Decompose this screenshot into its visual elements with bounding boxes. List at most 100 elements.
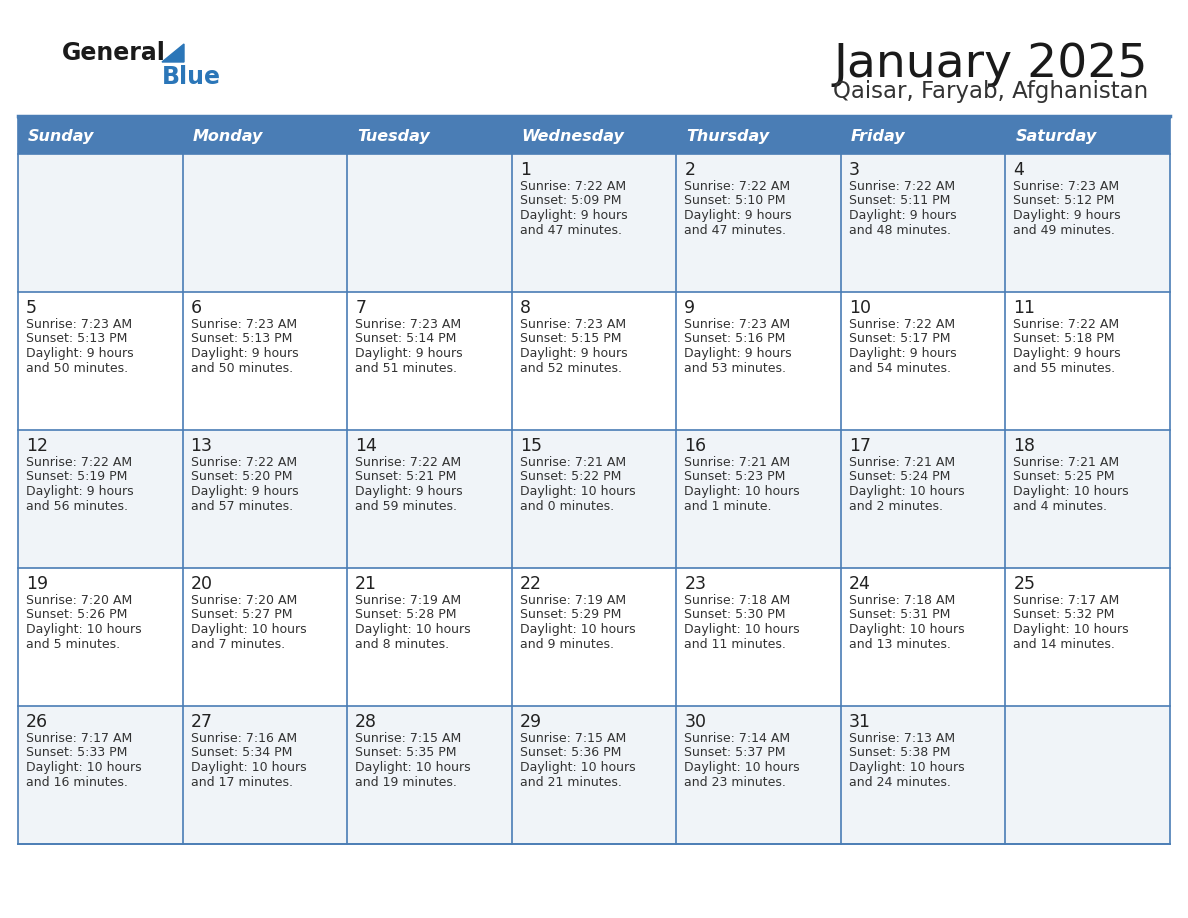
Text: Daylight: 9 hours: Daylight: 9 hours [26, 485, 133, 498]
Text: and 50 minutes.: and 50 minutes. [26, 362, 128, 375]
Text: Sunset: 5:23 PM: Sunset: 5:23 PM [684, 471, 785, 484]
Text: 26: 26 [26, 713, 49, 731]
Text: 29: 29 [519, 713, 542, 731]
Bar [1005, 118, 1170, 154]
Text: 23: 23 [684, 575, 707, 593]
Text: Sunset: 5:31 PM: Sunset: 5:31 PM [849, 609, 950, 621]
Text: and 7 minutes.: and 7 minutes. [190, 637, 285, 651]
Text: Daylight: 10 hours: Daylight: 10 hours [190, 623, 307, 636]
Text: 12: 12 [26, 437, 48, 455]
Text: 11: 11 [1013, 299, 1036, 317]
Bar [18, 706, 1170, 844]
Text: Sunset: 5:14 PM: Sunset: 5:14 PM [355, 332, 456, 345]
Bar [18, 154, 1170, 292]
Text: Sunrise: 7:18 AM: Sunrise: 7:18 AM [684, 594, 790, 607]
Text: Sunset: 5:19 PM: Sunset: 5:19 PM [26, 471, 127, 484]
Text: and 47 minutes.: and 47 minutes. [684, 223, 786, 237]
Text: Sunrise: 7:22 AM: Sunrise: 7:22 AM [355, 456, 461, 469]
Text: Daylight: 10 hours: Daylight: 10 hours [1013, 623, 1129, 636]
Text: Wednesday: Wednesday [522, 129, 625, 143]
Text: and 5 minutes.: and 5 minutes. [26, 637, 120, 651]
Text: Daylight: 10 hours: Daylight: 10 hours [684, 623, 800, 636]
Text: Sunrise: 7:22 AM: Sunrise: 7:22 AM [849, 318, 955, 331]
Text: 6: 6 [190, 299, 202, 317]
Text: Daylight: 10 hours: Daylight: 10 hours [355, 623, 470, 636]
Text: Daylight: 9 hours: Daylight: 9 hours [1013, 347, 1121, 360]
Text: and 13 minutes.: and 13 minutes. [849, 637, 950, 651]
Text: 2: 2 [684, 161, 695, 179]
Text: 22: 22 [519, 575, 542, 593]
Text: and 53 minutes.: and 53 minutes. [684, 362, 786, 375]
Text: Sunset: 5:26 PM: Sunset: 5:26 PM [26, 609, 127, 621]
Text: Sunset: 5:13 PM: Sunset: 5:13 PM [26, 332, 127, 345]
Text: Daylight: 10 hours: Daylight: 10 hours [849, 761, 965, 774]
Text: Daylight: 9 hours: Daylight: 9 hours [355, 485, 463, 498]
Text: Daylight: 9 hours: Daylight: 9 hours [26, 347, 133, 360]
Bar [18, 292, 1170, 430]
Text: Sunrise: 7:23 AM: Sunrise: 7:23 AM [684, 318, 790, 331]
Text: January 2025: January 2025 [834, 42, 1148, 87]
Text: 28: 28 [355, 713, 377, 731]
Text: Daylight: 9 hours: Daylight: 9 hours [355, 347, 463, 360]
Text: Sunset: 5:21 PM: Sunset: 5:21 PM [355, 471, 456, 484]
Text: Sunrise: 7:20 AM: Sunrise: 7:20 AM [26, 594, 132, 607]
Text: 14: 14 [355, 437, 377, 455]
Text: Sunset: 5:13 PM: Sunset: 5:13 PM [190, 332, 292, 345]
Text: and 21 minutes.: and 21 minutes. [519, 776, 621, 789]
Text: Sunset: 5:16 PM: Sunset: 5:16 PM [684, 332, 785, 345]
Text: Saturday: Saturday [1016, 129, 1097, 143]
Text: Tuesday: Tuesday [358, 129, 430, 143]
Text: Daylight: 10 hours: Daylight: 10 hours [684, 485, 800, 498]
Text: 19: 19 [26, 575, 49, 593]
Text: Sunrise: 7:15 AM: Sunrise: 7:15 AM [519, 732, 626, 745]
Text: Sunday: Sunday [29, 129, 94, 143]
Text: and 48 minutes.: and 48 minutes. [849, 223, 950, 237]
Bar [18, 118, 183, 154]
Text: Daylight: 10 hours: Daylight: 10 hours [684, 761, 800, 774]
Text: Sunrise: 7:14 AM: Sunrise: 7:14 AM [684, 732, 790, 745]
Text: Daylight: 10 hours: Daylight: 10 hours [519, 485, 636, 498]
Text: Sunset: 5:37 PM: Sunset: 5:37 PM [684, 746, 785, 759]
Text: Blue: Blue [162, 65, 221, 89]
Text: General: General [62, 41, 166, 65]
Text: and 50 minutes.: and 50 minutes. [190, 362, 292, 375]
Text: 20: 20 [190, 575, 213, 593]
Text: and 16 minutes.: and 16 minutes. [26, 776, 128, 789]
Text: Daylight: 9 hours: Daylight: 9 hours [1013, 209, 1121, 222]
Text: and 56 minutes.: and 56 minutes. [26, 499, 128, 512]
Text: 15: 15 [519, 437, 542, 455]
Text: Sunset: 5:38 PM: Sunset: 5:38 PM [849, 746, 950, 759]
Text: and 24 minutes.: and 24 minutes. [849, 776, 950, 789]
Text: Sunset: 5:24 PM: Sunset: 5:24 PM [849, 471, 950, 484]
Bar [841, 118, 1005, 154]
Text: Daylight: 10 hours: Daylight: 10 hours [849, 485, 965, 498]
Text: Daylight: 10 hours: Daylight: 10 hours [519, 761, 636, 774]
Text: Daylight: 9 hours: Daylight: 9 hours [849, 347, 956, 360]
Text: Sunset: 5:33 PM: Sunset: 5:33 PM [26, 746, 127, 759]
Text: Daylight: 9 hours: Daylight: 9 hours [849, 209, 956, 222]
Text: 10: 10 [849, 299, 871, 317]
Text: and 17 minutes.: and 17 minutes. [190, 776, 292, 789]
Text: Sunset: 5:27 PM: Sunset: 5:27 PM [190, 609, 292, 621]
Text: and 8 minutes.: and 8 minutes. [355, 637, 449, 651]
Text: and 2 minutes.: and 2 minutes. [849, 499, 943, 512]
Bar [676, 118, 841, 154]
Text: Daylight: 9 hours: Daylight: 9 hours [684, 347, 792, 360]
Text: 3: 3 [849, 161, 860, 179]
Text: Daylight: 10 hours: Daylight: 10 hours [519, 623, 636, 636]
Text: Qaisar, Faryab, Afghanistan: Qaisar, Faryab, Afghanistan [833, 80, 1148, 103]
Text: Monday: Monday [192, 129, 263, 143]
Text: and 0 minutes.: and 0 minutes. [519, 499, 614, 512]
Text: Sunset: 5:22 PM: Sunset: 5:22 PM [519, 471, 621, 484]
Text: Sunrise: 7:15 AM: Sunrise: 7:15 AM [355, 732, 461, 745]
Text: Thursday: Thursday [687, 129, 770, 143]
Text: Sunrise: 7:23 AM: Sunrise: 7:23 AM [190, 318, 297, 331]
Text: Sunset: 5:36 PM: Sunset: 5:36 PM [519, 746, 621, 759]
Text: and 11 minutes.: and 11 minutes. [684, 637, 786, 651]
Text: Sunset: 5:28 PM: Sunset: 5:28 PM [355, 609, 456, 621]
Text: and 55 minutes.: and 55 minutes. [1013, 362, 1116, 375]
Text: Sunrise: 7:21 AM: Sunrise: 7:21 AM [849, 456, 955, 469]
Text: Daylight: 10 hours: Daylight: 10 hours [26, 761, 141, 774]
Text: Daylight: 9 hours: Daylight: 9 hours [519, 347, 627, 360]
Text: Daylight: 9 hours: Daylight: 9 hours [190, 347, 298, 360]
